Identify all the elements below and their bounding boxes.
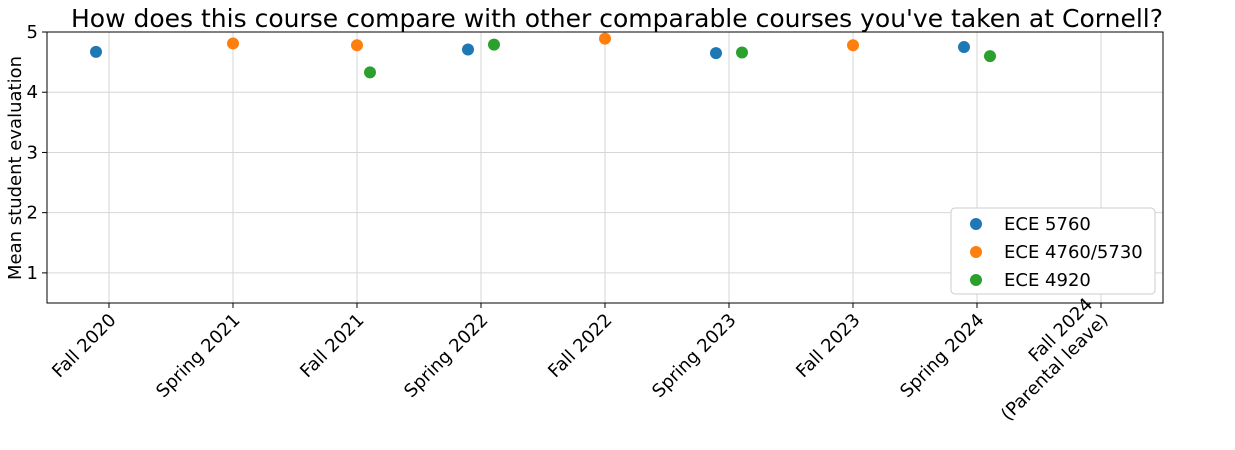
x-tick-label-line: Spring 2022 <box>400 310 492 402</box>
data-point <box>599 32 611 45</box>
data-point <box>90 45 102 58</box>
data-point <box>462 43 474 56</box>
data-point <box>710 47 722 60</box>
legend-label: ECE 4760/5730 <box>1004 242 1143 263</box>
x-tick-label-line: Fall 2021 <box>296 310 368 382</box>
data-points <box>90 32 996 79</box>
x-tick-label-line: Spring 2023 <box>648 310 740 402</box>
data-point <box>847 39 859 52</box>
x-tick-label: Fall 2020 <box>48 310 120 382</box>
y-axis: 1 2 3 4 5 <box>27 22 47 284</box>
y-tick-label: 5 <box>27 22 38 43</box>
x-tick-label: Spring 2021 <box>152 310 244 402</box>
y-tick-label: 2 <box>27 203 38 224</box>
x-tick-label: Fall 2023 <box>792 310 864 382</box>
y-tick-label: 1 <box>27 263 38 284</box>
x-tick-label-line: Spring 2024 <box>896 310 988 402</box>
legend-label: ECE 4920 <box>1004 270 1091 291</box>
x-tick-label-line: Fall 2023 <box>792 310 864 382</box>
x-tick-label-line: Fall 2022 <box>544 310 616 382</box>
data-point <box>958 41 970 54</box>
legend: ECE 5760 ECE 4760/5730 ECE 4920 <box>950 207 1156 295</box>
x-tick-label-line: Spring 2021 <box>152 310 244 402</box>
y-axis-label: Mean student evaluation <box>5 56 26 280</box>
legend-marker <box>970 246 982 258</box>
x-tick-label: Fall 2024(Parental leave) <box>982 294 1113 425</box>
data-point <box>984 50 996 63</box>
data-point <box>227 37 239 50</box>
legend-label: ECE 5760 <box>1004 214 1091 235</box>
data-point <box>736 46 748 59</box>
legend-marker <box>970 218 982 230</box>
data-point <box>488 38 500 51</box>
y-tick-label: 3 <box>27 142 38 163</box>
legend-frame <box>950 207 1156 295</box>
chart-title: How does this course compare with other … <box>71 4 1163 33</box>
x-tick-label: Fall 2022 <box>544 310 616 382</box>
x-tick-label-line: Fall 2020 <box>48 310 120 382</box>
x-tick-label: Fall 2021 <box>296 310 368 382</box>
x-tick-label: Spring 2023 <box>648 310 740 402</box>
data-point <box>364 66 376 79</box>
x-axis: Fall 2020 Spring 2021 Fall 2021 Spring 2022… <box>48 294 1112 425</box>
data-point <box>351 39 363 52</box>
y-tick-label: 4 <box>27 82 38 103</box>
legend-marker <box>970 274 982 286</box>
x-tick-label: Spring 2022 <box>400 310 492 402</box>
x-tick-label: Spring 2024 <box>896 310 988 402</box>
